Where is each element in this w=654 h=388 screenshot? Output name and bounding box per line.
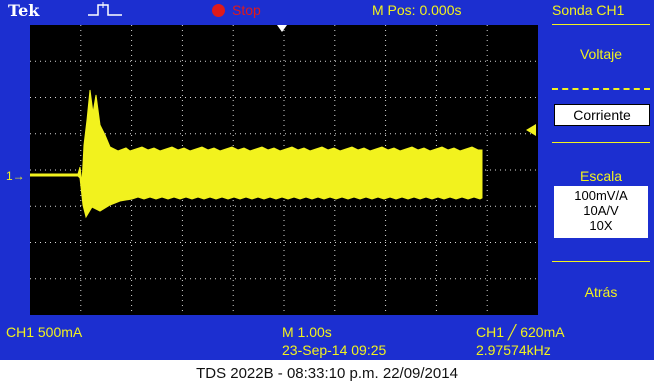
top-status-bar: Tek Stop M Pos: 0.000s Sonda CH1 [0,0,654,22]
waveform-display [30,25,538,315]
ch1-ground-marker: 1→ [6,169,25,183]
run-state-label: Stop [232,2,261,18]
horizontal-position: M Pos: 0.000s [372,2,462,18]
scale-options[interactable]: 100mV/A 10A/V 10X [554,186,648,238]
menu-divider [552,24,650,25]
menu-divider [552,142,650,143]
trigger-position-marker [277,25,287,32]
voltage-option[interactable]: Voltaje [579,46,623,62]
scale-option[interactable]: 100mV/A [574,188,628,203]
menu-divider [552,261,650,262]
menu-divider [552,88,650,90]
stop-indicator-icon [212,4,225,17]
scale-title: Escala [579,168,623,184]
ch1-waveform-trace [30,89,483,219]
trigger-icon [88,2,122,16]
frequency-readout: 2.97574kHz [476,342,551,358]
time-scale-readout: M 1.00s [282,324,332,340]
current-option[interactable]: Corriente [554,104,650,126]
ch1-scale-readout: CH1 500mA [6,324,83,340]
probe-menu-title: Sonda CH1 [552,2,625,18]
side-menu: Voltaje Corriente Escala 100mV/A 10A/V 1… [548,24,654,324]
scale-option[interactable]: 10A/V [583,203,619,218]
oscilloscope-screen: Tek Stop M Pos: 0.000s Sonda CH1 1→ Volt… [0,0,654,360]
capture-caption: TDS 2022B - 08:33:10 p.m. 22/09/2014 [196,365,458,382]
brand-logo: Tek [8,1,40,20]
trigger-readout: CH1 ╱ 620mA [476,324,565,340]
bottom-status-bar: CH1 500mA M 1.00s CH1 ╱ 620mA 23-Sep-14 … [0,324,654,360]
back-button[interactable]: Atrás [584,284,618,300]
trigger-level-marker [526,124,536,136]
timestamp-readout: 23-Sep-14 09:25 [282,342,387,358]
scale-option[interactable]: 10X [589,218,613,233]
